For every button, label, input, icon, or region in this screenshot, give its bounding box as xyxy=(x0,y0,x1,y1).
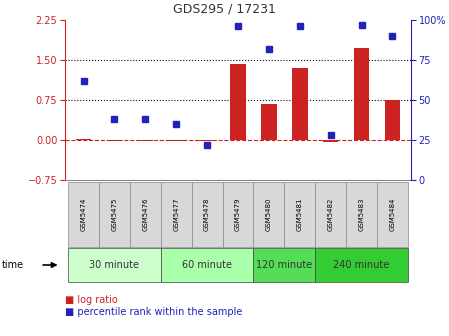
Text: 120 minute: 120 minute xyxy=(256,260,313,270)
Bar xyxy=(292,68,308,140)
Bar xyxy=(68,182,99,247)
Bar xyxy=(168,140,184,141)
Bar xyxy=(230,64,246,140)
Text: GSM5478: GSM5478 xyxy=(204,198,210,231)
Text: ■ percentile rank within the sample: ■ percentile rank within the sample xyxy=(65,307,242,317)
Bar xyxy=(385,100,400,140)
Text: GSM5482: GSM5482 xyxy=(328,198,334,231)
Bar xyxy=(315,248,408,282)
Bar xyxy=(99,182,130,247)
Bar xyxy=(223,182,253,247)
Text: 240 minute: 240 minute xyxy=(334,260,390,270)
Text: time: time xyxy=(2,260,24,270)
Text: GSM5479: GSM5479 xyxy=(235,198,241,231)
Bar xyxy=(161,248,253,282)
Text: ■ log ratio: ■ log ratio xyxy=(65,295,118,305)
Bar xyxy=(377,182,408,247)
Bar xyxy=(261,104,277,140)
Text: GSM5481: GSM5481 xyxy=(297,198,303,231)
Bar xyxy=(76,139,91,140)
Text: GSM5475: GSM5475 xyxy=(111,198,118,231)
Text: GSM5474: GSM5474 xyxy=(80,198,87,231)
Bar xyxy=(68,248,161,282)
Bar xyxy=(107,140,122,141)
Text: GSM5484: GSM5484 xyxy=(389,198,396,231)
Bar xyxy=(199,140,215,141)
Bar xyxy=(323,140,339,142)
Bar xyxy=(253,248,315,282)
Bar xyxy=(346,182,377,247)
Bar xyxy=(315,182,346,247)
Text: GSM5480: GSM5480 xyxy=(266,198,272,231)
Bar xyxy=(354,48,369,140)
Bar xyxy=(284,182,315,247)
Text: GSM5477: GSM5477 xyxy=(173,198,179,231)
Bar xyxy=(253,182,284,247)
Bar xyxy=(137,140,153,141)
Bar xyxy=(130,182,161,247)
Text: 60 minute: 60 minute xyxy=(182,260,232,270)
Text: GSM5483: GSM5483 xyxy=(359,198,365,231)
Bar xyxy=(161,182,192,247)
Text: 30 minute: 30 minute xyxy=(89,260,140,270)
Bar xyxy=(192,182,223,247)
Text: GSM5476: GSM5476 xyxy=(142,198,148,231)
Text: GDS295 / 17231: GDS295 / 17231 xyxy=(173,3,276,16)
